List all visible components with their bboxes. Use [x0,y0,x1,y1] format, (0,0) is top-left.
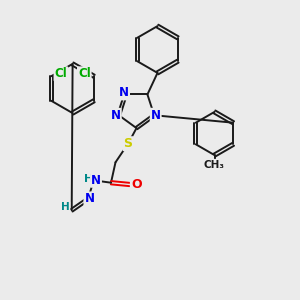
Text: H: H [84,174,93,184]
Text: N: N [119,86,129,100]
Text: S: S [124,137,133,150]
Text: N: N [151,109,161,122]
Text: N: N [111,109,121,122]
Text: Cl: Cl [78,67,91,80]
Text: N: N [84,192,94,206]
Text: O: O [131,178,142,191]
Text: CH₃: CH₃ [204,160,225,170]
Text: H: H [61,202,70,212]
Text: N: N [91,174,101,187]
Text: Cl: Cl [55,67,67,80]
